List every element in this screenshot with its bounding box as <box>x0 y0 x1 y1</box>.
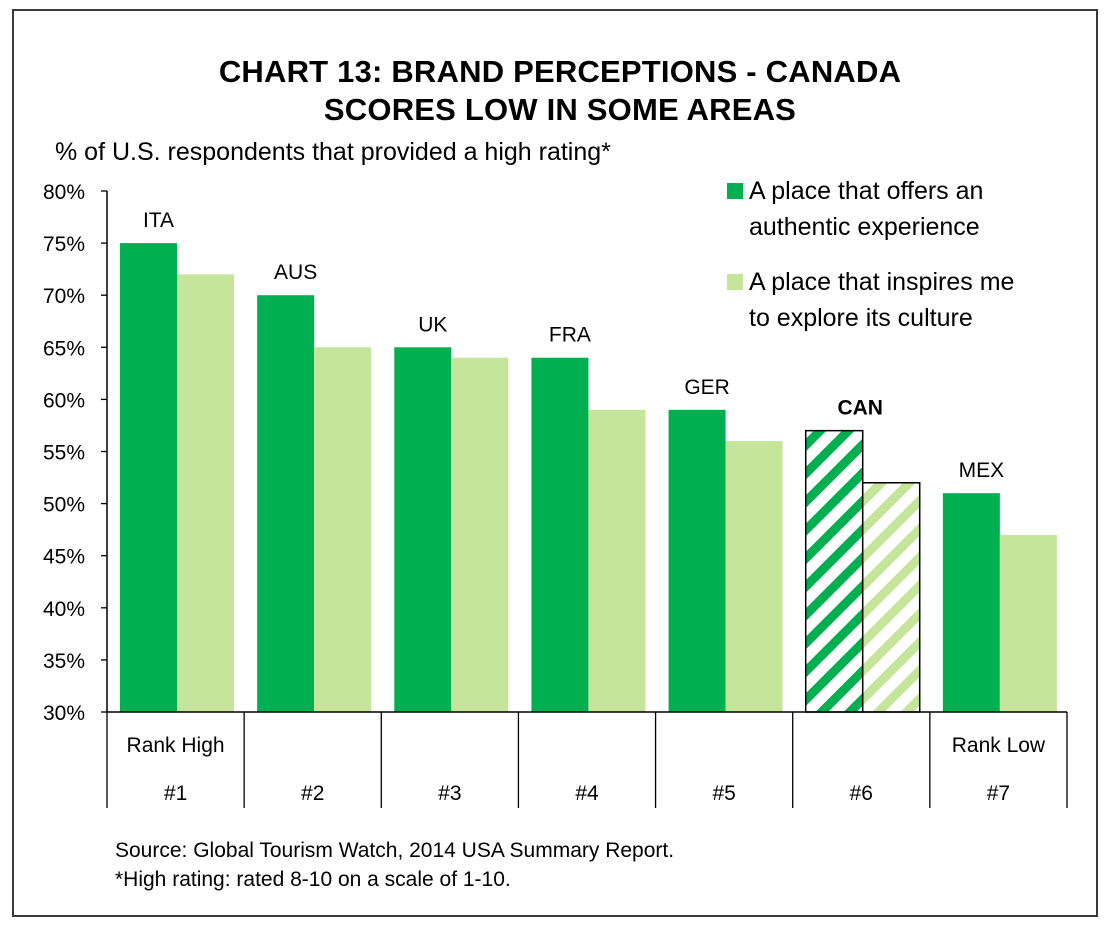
legend-label-authentic-line1: A place that offers an <box>749 177 984 205</box>
rank-note: Rank Low <box>952 734 1046 757</box>
category-label: UK <box>418 313 447 336</box>
y-tick-label: 80% <box>43 181 85 204</box>
y-tick-label: 70% <box>43 285 85 308</box>
bar-ger-series2 <box>725 441 783 712</box>
chart-title-line2: SCORES LOW IN SOME AREAS <box>323 92 797 127</box>
y-tick-label: 60% <box>43 389 85 412</box>
bar-uk-series2 <box>451 357 509 712</box>
category-label: AUS <box>274 261 317 284</box>
source-text: Source: Global Tourism Watch, 2014 USA S… <box>115 839 675 862</box>
y-axis-caption: % of U.S. respondents that provided a hi… <box>55 138 611 166</box>
bar-aus-series1 <box>257 295 315 712</box>
y-tick-label: 50% <box>43 494 85 517</box>
bar-ita-series1 <box>120 243 177 712</box>
rank-label: #6 <box>850 782 873 805</box>
bar-aus-series2 <box>314 347 372 712</box>
y-tick-label: 65% <box>43 337 85 360</box>
bar-ita-series2 <box>177 274 234 712</box>
category-label: FRA <box>549 324 591 347</box>
legend-label-authentic-line2: authentic experience <box>749 213 980 241</box>
bar-can-series1 <box>804 429 864 713</box>
rank-label: #7 <box>987 782 1010 805</box>
bar-can-series2 <box>861 482 921 713</box>
rank-note: Rank High <box>127 734 225 757</box>
rank-label: #5 <box>712 782 735 805</box>
chart-title-line1: CHART 13: BRAND PERCEPTIONS - CANADA <box>218 54 902 89</box>
legend-label-inspires-line2: to explore its culture <box>749 304 973 332</box>
rank-label: #4 <box>575 782 599 805</box>
rank-label: #1 <box>164 782 187 805</box>
bar-mex-series2 <box>999 534 1057 712</box>
bar-fra-series1 <box>531 357 589 712</box>
bar-mex-series1 <box>942 493 1000 712</box>
category-label: CAN <box>837 397 883 420</box>
legend-swatch-authentic <box>727 183 743 199</box>
y-tick-label: 55% <box>43 442 85 465</box>
y-tick-label: 40% <box>43 598 85 621</box>
legend-label-inspires-line1: A place that inspires me <box>749 268 1015 296</box>
y-tick-label: 75% <box>43 233 85 256</box>
y-tick-label: 30% <box>43 702 85 725</box>
category-label: GER <box>684 376 730 399</box>
footer: Source: Global Tourism Watch, 2014 USA S… <box>115 836 674 894</box>
category-label: MEX <box>959 459 1005 482</box>
bar-uk-series1 <box>394 347 452 712</box>
rank-label: #3 <box>438 782 461 805</box>
footnote-text: *High rating: rated 8-10 on a scale of 1… <box>115 868 511 891</box>
y-tick-label: 35% <box>43 650 85 673</box>
rank-label: #2 <box>301 782 324 805</box>
bar-ger-series1 <box>668 409 726 712</box>
bar-fra-series2 <box>588 409 646 712</box>
y-tick-label: 45% <box>43 546 85 569</box>
legend-swatch-inspires <box>727 274 743 290</box>
category-label: ITA <box>143 209 174 232</box>
